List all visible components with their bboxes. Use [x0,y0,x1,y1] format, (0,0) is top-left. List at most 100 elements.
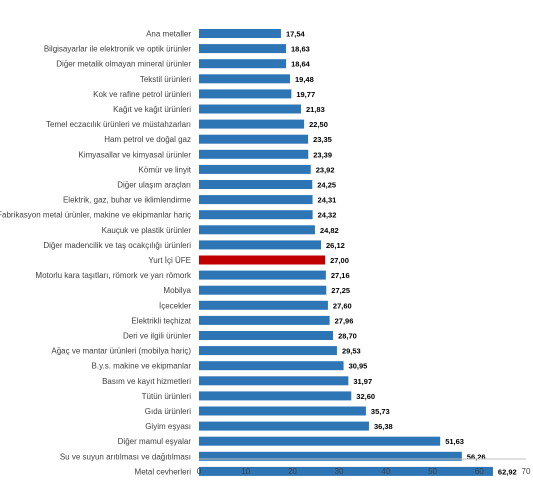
x-tick-label: 50 [428,467,437,476]
value-label: 21,83 [306,105,325,114]
bar [199,134,309,144]
category-label: Diğer madencilik ve taş ocakçılığı ürünl… [43,241,191,250]
value-label: 32,60 [356,392,375,401]
category-label: Basım ve kayıt hizmetleri [102,377,191,386]
bar [199,300,328,310]
value-label: 17,54 [286,30,306,39]
category-label: Metal cevherleri [135,467,192,476]
bar [199,436,441,446]
category-label: Deri ve ilgili ürünler [123,332,191,341]
value-label: 18,63 [291,45,310,54]
category-label: Ham petrol ve doğal gaz [104,135,191,144]
value-label: 23,92 [316,165,335,174]
category-label: Giyim eşyası [145,422,191,431]
category-label: Motorlu kara taşıtları, römork ve yarı r… [35,271,192,280]
bar [199,361,344,371]
category-label: Kimyasallar ve kimyasal ürünler [79,150,192,159]
bar [199,104,301,114]
bar [199,391,352,401]
bar [199,240,322,250]
bar [199,346,337,356]
category-label: Ağaç ve mantar ürünleri (mobilya hariç) [51,347,191,356]
category-label: Elektrikli teçhizat [131,316,191,325]
category-label: Ana metaller [146,30,191,39]
value-label: 23,39 [313,150,332,159]
x-tick-label: 40 [381,467,390,476]
bar [199,210,313,220]
category-label: B.y.s. makine ve ekipmanlar [92,362,192,371]
bar [199,270,326,280]
value-label: 22,50 [309,120,328,129]
category-label: Kauçuk ve plastik ürünler [102,226,192,235]
category-label: Gıda ürünleri [145,407,191,416]
x-tick-label: 10 [241,467,250,476]
bar [199,376,349,386]
category-label: Diğer ulaşım araçları [117,181,191,190]
x-tick-label: 20 [288,467,297,476]
bar [199,180,313,189]
value-label: 23,35 [313,135,332,144]
value-label: 27,96 [335,316,354,325]
bar [199,119,305,129]
value-label: 35,73 [371,407,390,416]
category-label: Diğer mamul eşyalar [118,437,192,446]
category-label: Tekstil ürünleri [140,75,191,84]
value-label: 27,16 [331,271,350,280]
x-axis-ticks: 0 10 20 30 40 50 60 70 [197,467,531,476]
bar-highlight [199,255,326,265]
category-label: Diğer metalik olmayan mineral ürünler [56,60,191,69]
bar [199,59,287,69]
x-tick-label: 60 [475,467,484,476]
value-label: 56,26 [467,452,486,461]
category-label: Elektrik, gaz, buhar ve iklimlendirme [63,196,192,205]
bar [199,315,330,325]
bar [199,466,493,476]
value-label: 24,31 [318,196,337,205]
category-label: İçecekler [159,301,191,310]
x-tick-label: 0 [197,467,202,476]
value-label: 51,63 [445,437,464,446]
x-tick-label: 70 [522,467,531,476]
value-label: 62,92 [498,467,517,476]
value-label: 18,64 [291,60,311,69]
bar [199,421,369,431]
value-label: 19,77 [296,90,315,99]
value-label: 30,95 [349,362,368,371]
value-label: 27,00 [330,256,349,265]
bars-group [199,29,493,476]
value-label: 24,82 [320,226,339,235]
bar [199,406,366,416]
value-label: 26,12 [326,241,345,250]
category-label: Yurt İçi ÜFE [148,256,191,265]
value-label: 19,48 [295,75,314,84]
category-label: Temel eczacılık ürünleri ve müstahzarlar… [46,120,191,129]
bar [199,451,462,461]
value-label: 27,25 [331,286,350,295]
bar [199,89,292,99]
value-label: 36,38 [374,422,393,431]
bar [199,74,290,84]
category-label: Su ve suyun arıtılması ve dağıtılması [60,452,191,461]
bar [199,164,311,174]
category-labels: Ana metaller Bilgisayarlar ile elektronik… [0,30,192,477]
bar [199,195,313,205]
bar [199,29,281,38]
bar [199,225,315,235]
category-label: Kömür ve linyit [139,165,192,174]
x-tick-label: 30 [335,467,344,476]
value-label: 28,70 [338,332,357,341]
value-labels: 17,54 18,63 18,64 19,48 19,77 21,83 22,50 23,35… [286,30,517,477]
category-label: Bilgisayarlar ile elektronik ve optik ür… [44,45,192,54]
category-label: Tütün ürünleri [142,392,192,401]
value-label: 24,25 [317,181,336,190]
bar [199,285,327,295]
value-label: 27,60 [333,301,352,310]
bar [199,44,287,54]
bar [199,149,309,159]
category-label: Kok ve rafine petrol ürünleri [93,90,191,99]
bar [199,331,334,340]
category-label: Fabrikasyon metal ürünler, makine ve eki… [0,211,191,220]
value-label: 24,32 [318,211,337,220]
value-label: 29,53 [342,347,361,356]
